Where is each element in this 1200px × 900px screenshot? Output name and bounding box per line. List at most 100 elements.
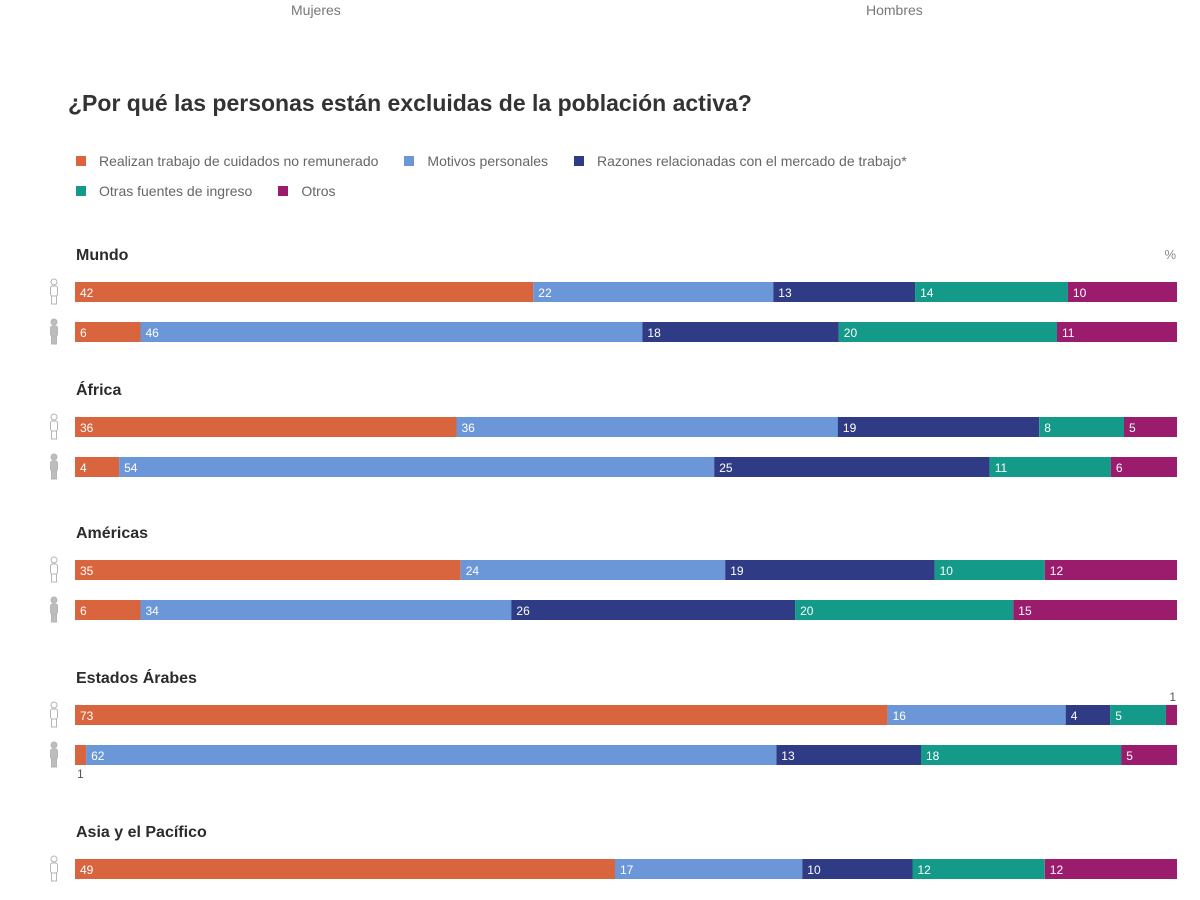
bar-segment bbox=[795, 600, 1014, 620]
data-label: 4 bbox=[1071, 709, 1078, 723]
data-label: 62 bbox=[91, 749, 105, 763]
legend-label: Razones relacionadas con el mercado de t… bbox=[597, 153, 907, 169]
male-person-icon bbox=[50, 741, 58, 768]
data-label: 11 bbox=[995, 461, 1008, 475]
bar-segment bbox=[1044, 560, 1177, 580]
data-label: 15 bbox=[1018, 604, 1032, 618]
women-header-label: Mujeres bbox=[291, 2, 341, 18]
female-person-icon bbox=[50, 701, 58, 728]
data-label: 54 bbox=[124, 461, 138, 475]
legend-item-other-income: Otras fuentes de ingreso bbox=[76, 183, 252, 199]
bar-segment bbox=[1067, 282, 1177, 302]
bar-segment bbox=[511, 600, 796, 620]
bar-segment bbox=[75, 560, 461, 580]
legend-swatch bbox=[404, 156, 415, 166]
female-person-icon bbox=[50, 278, 58, 305]
data-label: 5 bbox=[1129, 421, 1136, 435]
bar-segment bbox=[838, 322, 1057, 342]
data-label: 46 bbox=[146, 326, 160, 340]
bar-segment bbox=[75, 282, 534, 302]
data-label: 16 bbox=[893, 709, 907, 723]
female-person-icon bbox=[50, 556, 58, 583]
data-label: 12 bbox=[918, 863, 932, 877]
bar-segment bbox=[773, 282, 916, 302]
bar-segment bbox=[1165, 705, 1177, 725]
bar-segment bbox=[75, 745, 87, 765]
legend-label: Realizan trabajo de cuidados no remunera… bbox=[99, 153, 379, 169]
bar-segment bbox=[1110, 705, 1166, 725]
bar-segment bbox=[119, 457, 715, 477]
data-label: 22 bbox=[538, 286, 552, 300]
bar-segment bbox=[1057, 322, 1177, 342]
data-label: 6 bbox=[1116, 461, 1123, 475]
legend-label: Otros bbox=[301, 183, 336, 199]
bar-segment bbox=[75, 859, 615, 879]
region-label: África bbox=[76, 380, 121, 399]
bar-segment bbox=[75, 457, 120, 477]
female-person-icon bbox=[50, 413, 58, 440]
data-label: 8 bbox=[1044, 421, 1051, 435]
region-label: Asia y el Pacífico bbox=[76, 824, 207, 841]
bar-segment bbox=[75, 417, 457, 437]
data-label: 10 bbox=[940, 564, 954, 578]
legend-swatch bbox=[76, 156, 86, 166]
data-label: 49 bbox=[80, 863, 94, 877]
bar-segment bbox=[615, 859, 803, 879]
region-label: Américas bbox=[76, 525, 148, 542]
bar-segment bbox=[140, 322, 643, 342]
data-label: 12 bbox=[1050, 863, 1064, 877]
bar-segment bbox=[912, 859, 1045, 879]
data-label: 5 bbox=[1126, 749, 1133, 763]
data-label: 10 bbox=[1073, 286, 1087, 300]
male-person-icon bbox=[50, 318, 58, 345]
bar-segment bbox=[802, 859, 913, 879]
data-label: 35 bbox=[80, 564, 94, 578]
chart-legend: Realizan trabajo de cuidados no remunera… bbox=[76, 146, 1156, 206]
data-label: 13 bbox=[781, 749, 795, 763]
female-person-icon bbox=[50, 855, 58, 882]
data-label: 73 bbox=[80, 709, 94, 723]
bar-segment bbox=[460, 560, 726, 580]
bar-segment bbox=[533, 282, 774, 302]
data-label: 4 bbox=[80, 461, 87, 475]
legend-item-unpaid-care: Realizan trabajo de cuidados no remunera… bbox=[76, 153, 378, 169]
bar-segment bbox=[989, 457, 1111, 477]
bar-segment bbox=[714, 457, 990, 477]
data-label: 1 bbox=[77, 767, 84, 781]
bar-segment bbox=[1121, 745, 1177, 765]
legend-swatch bbox=[278, 186, 289, 196]
male-person-icon bbox=[50, 453, 58, 480]
bar-segment bbox=[837, 417, 1040, 437]
bar-segment bbox=[1013, 600, 1177, 620]
unit-label: % bbox=[1164, 247, 1176, 262]
bar-segment bbox=[456, 417, 838, 437]
legend-swatch bbox=[76, 186, 86, 196]
legend-item-others: Otros bbox=[278, 183, 336, 199]
bar-segment bbox=[915, 282, 1068, 302]
bar-segment bbox=[887, 705, 1066, 725]
legend-swatch bbox=[574, 156, 585, 166]
region-label: Estados Árabes bbox=[76, 668, 197, 687]
bar-segment bbox=[75, 322, 141, 342]
data-label: 5 bbox=[1115, 709, 1122, 723]
legend-item-personal: Motivos personales bbox=[404, 153, 548, 169]
men-header-label: Hombres bbox=[866, 2, 923, 18]
bar-segment bbox=[921, 745, 1122, 765]
bar-segment bbox=[776, 745, 921, 765]
bar-segment bbox=[1124, 417, 1177, 437]
bar-segment bbox=[934, 560, 1045, 580]
data-label: 11 bbox=[1062, 326, 1075, 340]
data-label: 19 bbox=[730, 564, 744, 578]
data-label: 34 bbox=[146, 604, 160, 618]
bar-segment bbox=[642, 322, 839, 342]
male-person-icon bbox=[50, 596, 58, 623]
data-label: 18 bbox=[647, 326, 661, 340]
data-label: 19 bbox=[843, 421, 857, 435]
legend-label: Motivos personales bbox=[427, 153, 549, 169]
data-label: 6 bbox=[80, 604, 87, 618]
data-label: 36 bbox=[80, 421, 94, 435]
data-label: 20 bbox=[800, 604, 814, 618]
chart-title: ¿Por qué las personas están excluidas de… bbox=[68, 90, 752, 116]
data-label: 26 bbox=[516, 604, 530, 618]
